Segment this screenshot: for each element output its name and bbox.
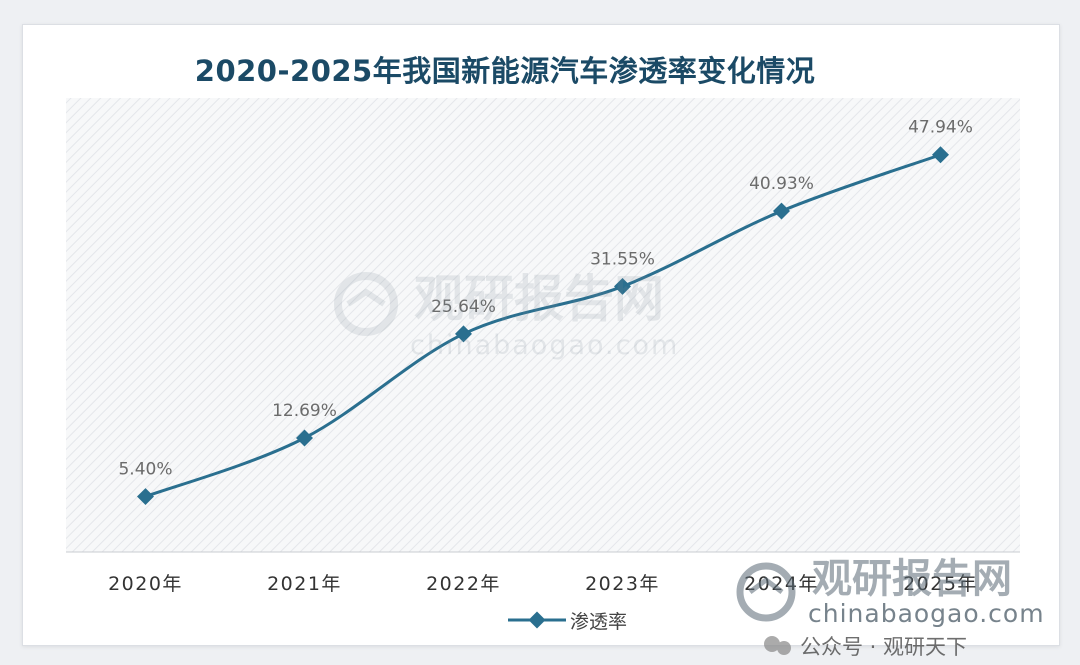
data-label-2: 25.64%: [431, 297, 496, 317]
legend-label: 渗透率: [570, 611, 627, 633]
chart-title: 2020-2025年我国新能源汽车渗透率变化情况: [194, 54, 816, 88]
x-tick-label-1: 2021年: [267, 573, 342, 595]
data-label-5: 47.94%: [908, 118, 973, 138]
x-tick-label-2: 2022年: [426, 573, 501, 595]
legend-marker: [528, 611, 546, 629]
data-label-3: 31.55%: [590, 249, 655, 269]
x-tick-label-5: 2025年: [903, 573, 978, 595]
series-line-penetration: [144, 153, 942, 498]
plot-area: [66, 98, 1020, 552]
data-label-4: 40.93%: [749, 174, 814, 194]
data-label-1: 12.69%: [272, 401, 337, 421]
x-tick-label-4: 2024年: [744, 573, 819, 595]
data-point-1: [296, 429, 313, 447]
data-label-0: 5.40%: [118, 460, 172, 480]
legend: 渗透率: [508, 611, 627, 633]
x-tick-label-0: 2020年: [108, 573, 183, 595]
data-point-3: [614, 277, 631, 295]
data-point-4: [773, 202, 790, 220]
x-tick-label-3: 2023年: [585, 573, 660, 595]
data-point-5: [932, 146, 949, 164]
data-point-2: [455, 325, 472, 343]
data-point-0: [137, 488, 154, 506]
